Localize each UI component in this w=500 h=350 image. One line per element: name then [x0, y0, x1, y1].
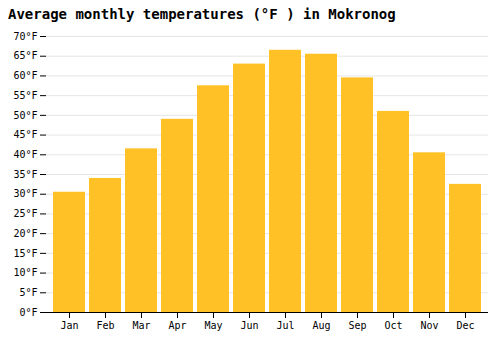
svg-text:Mar: Mar — [132, 320, 150, 331]
svg-text:5°F: 5°F — [19, 287, 37, 298]
html-text:Average monthly temperatures (: Average monthly temperatures (°F ) in Mo… — [8, 6, 396, 22]
svg-text:55°F: 55°F — [13, 90, 37, 101]
svg-text:35°F: 35°F — [13, 169, 37, 180]
svg-text:40°F: 40°F — [13, 149, 37, 160]
svg-text:Nov: Nov — [420, 320, 438, 331]
svg-text:Sep: Sep — [348, 320, 366, 331]
svg-text:45°F: 45°F — [13, 129, 37, 140]
svg-text:15°F: 15°F — [13, 248, 37, 259]
svg-text:Jul: Jul — [276, 320, 294, 331]
svg-text:60°F: 60°F — [13, 70, 37, 81]
svg-text:Jun: Jun — [240, 320, 258, 331]
svg-text:65°F: 65°F — [13, 50, 37, 61]
svg-text:May: May — [204, 320, 222, 331]
svg-text:Oct: Oct — [384, 320, 402, 331]
svg-text:Aug: Aug — [312, 320, 330, 331]
svg-text:Feb: Feb — [96, 320, 114, 331]
svg-text:Dec: Dec — [456, 320, 474, 331]
svg-text:Apr: Apr — [168, 320, 186, 331]
svg-text:70°F: 70°F — [13, 31, 37, 42]
svg-text:25°F: 25°F — [13, 208, 37, 219]
svg-text:10°F: 10°F — [13, 267, 37, 278]
svg-text:Jan: Jan — [60, 320, 78, 331]
svg-text:50°F: 50°F — [13, 110, 37, 121]
svg-text:30°F: 30°F — [13, 188, 37, 199]
svg-text:0°F: 0°F — [19, 307, 37, 318]
svg-text:20°F: 20°F — [13, 228, 37, 239]
